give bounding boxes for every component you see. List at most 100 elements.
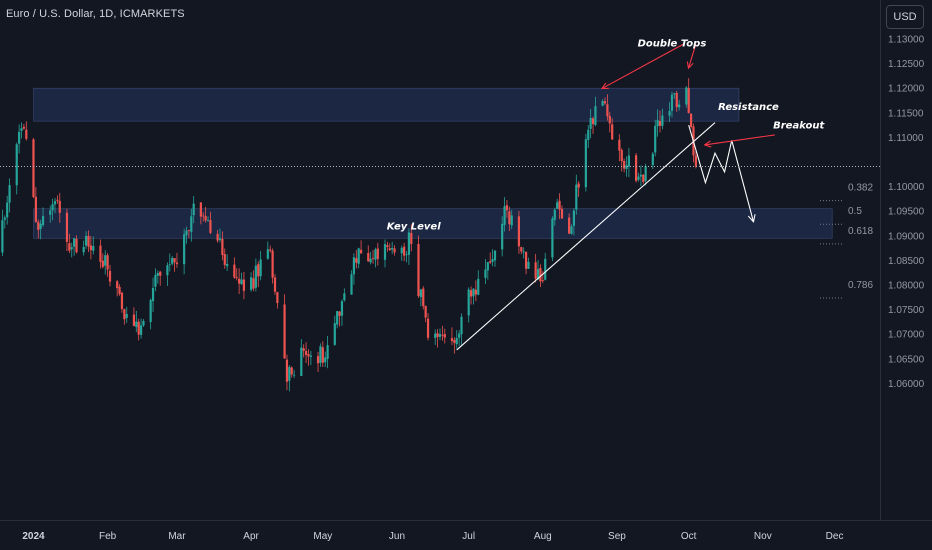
candle xyxy=(34,186,37,223)
candle-body xyxy=(139,325,143,335)
candle xyxy=(304,342,308,364)
candle-body xyxy=(460,316,463,335)
candle-body xyxy=(383,244,387,260)
candle-body xyxy=(651,153,654,166)
candle-body xyxy=(438,334,442,337)
candle xyxy=(139,318,143,339)
candle-body xyxy=(240,279,243,285)
double-top-arrow-2 xyxy=(689,43,697,68)
candle-body xyxy=(125,314,128,318)
candle-body xyxy=(623,160,626,169)
candle-body xyxy=(601,101,604,106)
candle-body xyxy=(285,359,289,382)
candle-body xyxy=(467,289,470,316)
candle-body xyxy=(407,232,411,255)
candle-body xyxy=(570,226,573,234)
candle-body xyxy=(183,234,186,265)
x-tick-label: Aug xyxy=(534,531,552,542)
candle-body xyxy=(603,101,607,104)
candle xyxy=(336,310,339,329)
candle-body xyxy=(108,270,112,282)
candle xyxy=(369,251,372,265)
candle xyxy=(125,306,128,323)
candle xyxy=(352,253,356,285)
candle-body xyxy=(424,305,427,318)
candle-body xyxy=(1,220,4,253)
candle xyxy=(199,202,202,225)
candle-body xyxy=(168,264,171,266)
candle xyxy=(276,291,279,309)
candle-body xyxy=(18,131,21,144)
zones xyxy=(33,87,833,239)
candle-body xyxy=(151,287,155,302)
candle xyxy=(20,122,23,139)
candle xyxy=(104,250,107,275)
fib-label: 0.618 xyxy=(848,226,873,237)
candle-body xyxy=(654,125,657,153)
candle xyxy=(654,119,657,157)
label-key-level: Key Level xyxy=(387,221,441,232)
candle-body xyxy=(226,263,229,267)
candle-body xyxy=(472,288,475,297)
currency-button[interactable]: USD xyxy=(886,5,924,29)
candle xyxy=(658,110,662,133)
candle xyxy=(321,341,324,368)
candle-body xyxy=(53,201,57,205)
candle xyxy=(171,255,174,266)
candle-body xyxy=(3,217,6,220)
candle-body xyxy=(202,215,205,217)
candle-body xyxy=(235,277,238,278)
candle xyxy=(589,109,592,139)
candle xyxy=(386,241,389,252)
candle-body xyxy=(104,255,107,266)
candle xyxy=(570,224,573,235)
zone-key-level xyxy=(33,208,833,239)
candle xyxy=(678,99,681,111)
candle-body xyxy=(92,245,95,251)
candle xyxy=(319,343,322,367)
candle-body xyxy=(422,288,425,307)
candle-body xyxy=(343,293,346,301)
candle-body xyxy=(206,220,210,222)
candle-body xyxy=(393,248,396,253)
x-tick-label: 2024 xyxy=(22,531,45,542)
candle-body xyxy=(560,208,564,219)
candle-body xyxy=(20,128,23,131)
candle-body xyxy=(594,106,597,125)
candle xyxy=(183,228,186,275)
candle xyxy=(419,288,422,307)
candle-body xyxy=(89,245,92,251)
candle xyxy=(235,268,238,281)
candle xyxy=(309,350,312,366)
candle-body xyxy=(149,299,152,323)
candle-body xyxy=(269,249,272,251)
candle xyxy=(474,280,477,302)
fib-label: 0.5 xyxy=(848,206,862,217)
candle xyxy=(87,230,90,253)
candle-body xyxy=(290,367,293,375)
candle-body xyxy=(443,333,446,338)
candle-body xyxy=(309,355,312,357)
candle-body xyxy=(386,245,389,248)
candle xyxy=(82,240,85,256)
candle xyxy=(51,198,54,221)
candle-body xyxy=(254,265,257,288)
candle-body xyxy=(658,121,662,126)
candle-body xyxy=(455,337,458,345)
candle xyxy=(355,249,358,269)
candle-body xyxy=(367,253,370,262)
x-tick-label: Sep xyxy=(608,531,626,542)
candle xyxy=(572,208,576,236)
ascending-trendline xyxy=(456,122,716,351)
candle-body xyxy=(242,279,246,291)
candle-body xyxy=(137,321,140,335)
candle-body xyxy=(453,339,456,343)
candle-body xyxy=(403,246,406,256)
candle xyxy=(510,209,513,230)
candle xyxy=(371,249,375,264)
candle xyxy=(505,199,509,218)
candle xyxy=(687,78,690,114)
candle xyxy=(694,151,697,169)
